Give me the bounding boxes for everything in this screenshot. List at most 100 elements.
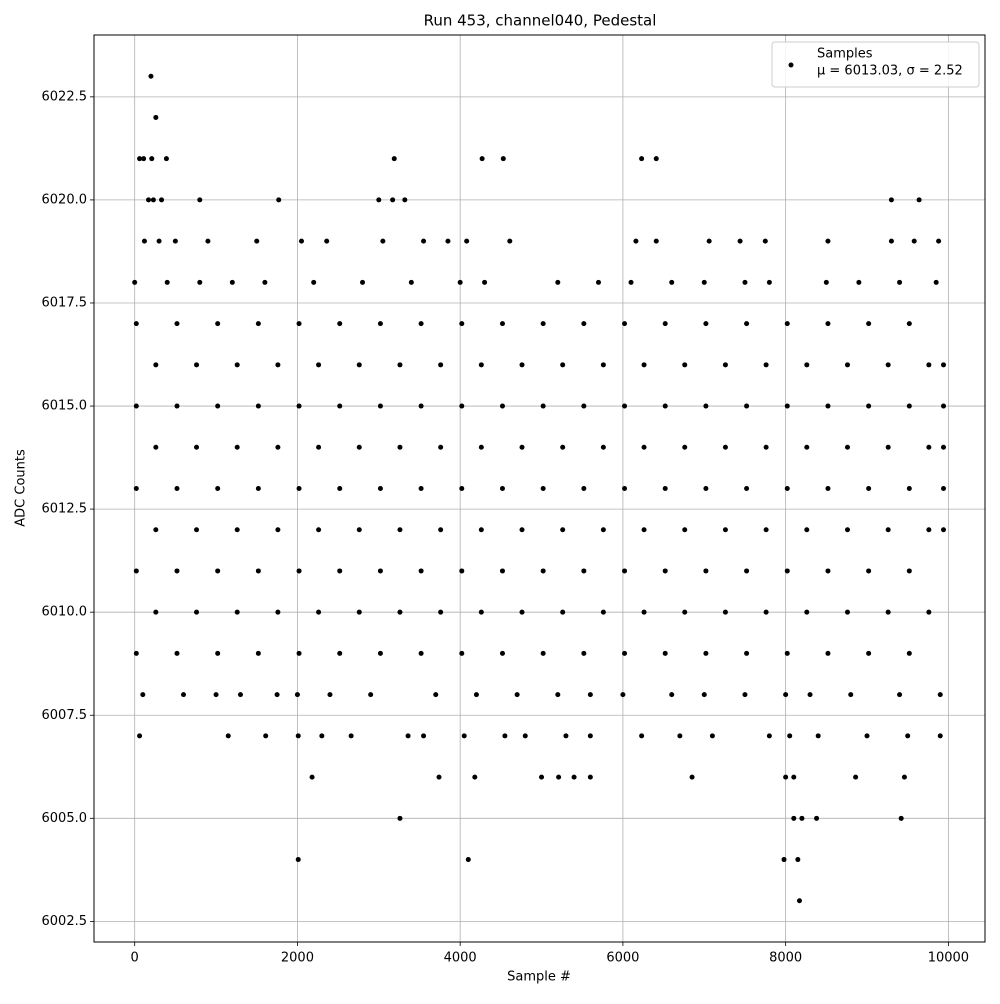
point <box>294 692 300 698</box>
x-tick-label: 10000 <box>928 951 969 966</box>
point <box>397 362 403 368</box>
point <box>804 362 810 368</box>
point <box>215 403 221 409</box>
point <box>319 733 325 739</box>
point <box>436 774 442 780</box>
point <box>662 321 668 327</box>
point <box>205 238 211 244</box>
point <box>519 362 525 368</box>
point <box>263 733 269 739</box>
point <box>215 650 221 656</box>
point <box>311 279 317 285</box>
point <box>866 321 872 327</box>
point <box>791 774 797 780</box>
point <box>457 279 463 285</box>
point <box>172 238 178 244</box>
point <box>744 568 750 574</box>
point <box>844 527 850 533</box>
point <box>742 692 748 698</box>
point <box>402 197 408 203</box>
point <box>722 527 728 533</box>
point <box>499 321 505 327</box>
point <box>906 650 912 656</box>
point <box>926 444 932 450</box>
point <box>581 650 587 656</box>
point <box>149 156 155 162</box>
point <box>377 403 383 409</box>
point <box>234 609 240 615</box>
point <box>540 403 546 409</box>
point <box>560 527 566 533</box>
point <box>560 609 566 615</box>
point <box>194 444 200 450</box>
point <box>600 362 606 368</box>
point <box>926 527 932 533</box>
point <box>703 321 709 327</box>
point <box>763 444 769 450</box>
point <box>194 362 200 368</box>
point <box>581 568 587 574</box>
point <box>701 279 707 285</box>
point <box>804 609 810 615</box>
point <box>641 362 647 368</box>
point <box>174 403 180 409</box>
point <box>742 279 748 285</box>
legend: Samples μ = 6013.03, σ = 2.52 <box>771 41 980 88</box>
point <box>229 279 235 285</box>
point <box>133 486 139 491</box>
y-tick-label: 6007.5 <box>42 708 88 723</box>
point <box>744 486 750 491</box>
point <box>146 197 152 203</box>
point <box>560 362 566 368</box>
point <box>762 238 768 244</box>
point <box>587 733 593 739</box>
y-tick-label: 6022.5 <box>42 89 88 104</box>
point <box>906 403 912 409</box>
point <box>133 650 139 656</box>
point <box>744 403 750 409</box>
point <box>866 650 872 656</box>
point <box>911 238 917 244</box>
point <box>356 362 362 368</box>
point <box>337 486 343 491</box>
point <box>296 321 302 327</box>
point <box>784 321 790 327</box>
point <box>141 238 147 244</box>
point <box>722 444 728 450</box>
point <box>844 444 850 450</box>
point <box>499 486 505 491</box>
point <box>825 650 831 656</box>
point <box>682 527 688 533</box>
point <box>275 362 281 368</box>
point <box>391 156 397 162</box>
point <box>473 692 479 698</box>
point <box>137 156 143 162</box>
point <box>701 692 707 698</box>
point <box>140 692 146 698</box>
point <box>540 650 546 656</box>
y-tick-label: 6002.5 <box>42 914 88 929</box>
point <box>941 444 947 450</box>
point <box>622 486 628 491</box>
point <box>622 650 628 656</box>
x-tick-label: 6000 <box>606 951 639 966</box>
point <box>507 238 513 244</box>
legend-stats: μ = 6013.03, σ = 2.52 <box>817 64 963 79</box>
point <box>539 774 545 780</box>
point <box>418 321 424 327</box>
point <box>421 733 427 739</box>
point <box>296 650 302 656</box>
point <box>937 733 943 739</box>
point <box>641 527 647 533</box>
point <box>337 650 343 656</box>
point <box>885 362 891 368</box>
point <box>133 568 139 574</box>
y-tick-label: 6015.0 <box>42 399 88 414</box>
point <box>560 444 566 450</box>
point <box>275 609 281 615</box>
point <box>296 403 302 409</box>
point <box>866 403 872 409</box>
point <box>941 403 947 409</box>
point <box>662 486 668 491</box>
point <box>540 568 546 574</box>
